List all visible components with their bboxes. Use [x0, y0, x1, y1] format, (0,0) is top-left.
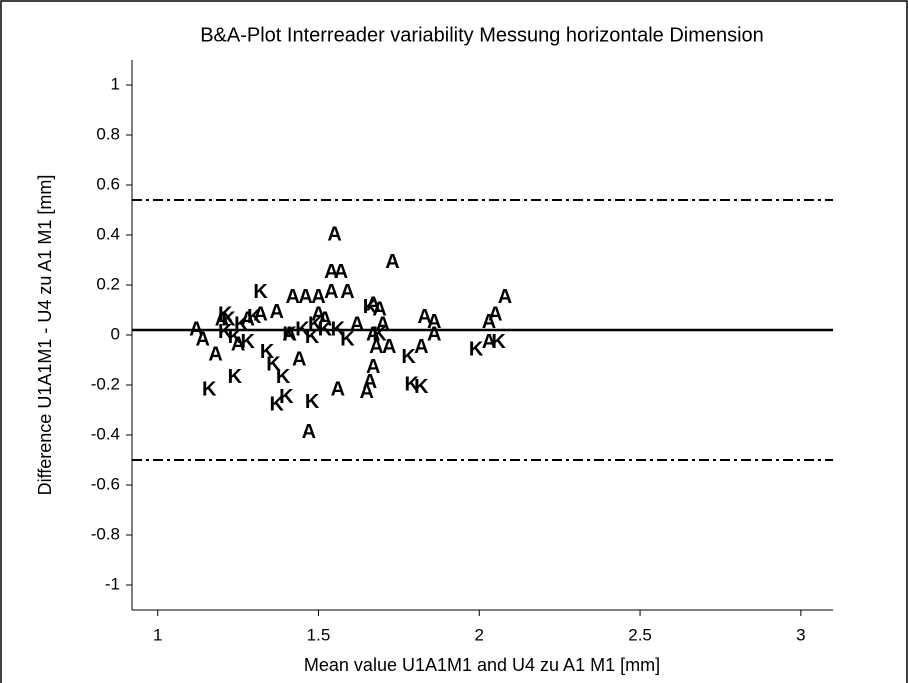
point-marker: K [279, 386, 294, 408]
point-marker: K [260, 341, 275, 363]
y-tick-label: 1 [111, 74, 120, 93]
point-marker: K [234, 313, 249, 335]
point-marker: K [218, 321, 233, 343]
point-marker: A [498, 286, 512, 308]
point-marker: K [247, 306, 262, 328]
point-marker: A [369, 336, 383, 358]
point-marker: K [276, 366, 291, 388]
point-marker: A [376, 313, 390, 335]
point-marker: A [282, 323, 296, 345]
point-marker: A [363, 371, 377, 393]
point-marker: A [427, 323, 441, 345]
point-marker: K [363, 296, 378, 318]
point-marker: A [385, 251, 399, 273]
y-tick-label: -0.8 [91, 524, 120, 543]
point-marker: A [366, 323, 380, 345]
point-marker: A [372, 298, 386, 320]
point-marker: K [295, 318, 310, 340]
x-tick-label: 3 [796, 625, 805, 644]
y-tick-label: -0.6 [91, 474, 120, 493]
point-marker: A [324, 281, 338, 303]
point-marker: K [401, 346, 416, 368]
point-marker: K [202, 378, 217, 400]
point-marker: A [340, 281, 354, 303]
point-marker: A [292, 348, 306, 370]
y-tick-label: 0.6 [96, 174, 120, 193]
y-tick-label: -0.4 [91, 424, 120, 443]
y-tick-label: 0.2 [96, 274, 120, 293]
point-marker: A [334, 261, 348, 283]
point-marker: A [208, 343, 222, 365]
point-marker: K [305, 391, 320, 413]
point-marker: K [221, 308, 236, 330]
point-marker: K [269, 393, 284, 415]
point-marker: A [311, 303, 325, 325]
point-marker: A [482, 311, 496, 333]
point-marker: A [286, 286, 300, 308]
point-marker: A [253, 303, 267, 325]
point-marker: A [318, 308, 332, 330]
point-marker: A [331, 378, 345, 400]
point-marker: A [324, 261, 338, 283]
chart-title: B&A-Plot Interreader variability Messung… [200, 24, 764, 46]
y-tick-label: 0.8 [96, 124, 120, 143]
point-marker: A [366, 293, 380, 315]
y-tick-label: -1 [105, 574, 120, 593]
point-marker: A [414, 336, 428, 358]
point-marker: K [218, 303, 233, 325]
point-marker: K [228, 326, 243, 348]
point-marker: K [228, 366, 243, 388]
point-marker: A [488, 303, 502, 325]
point-marker: A [360, 381, 374, 403]
point-marker: K [469, 338, 484, 360]
x-tick-label: 1 [153, 625, 162, 644]
point-marker: K [318, 318, 333, 340]
point-marker: A [196, 328, 210, 350]
point-marker: K [253, 281, 268, 303]
point-marker: A [241, 308, 255, 330]
point-marker: K [491, 331, 506, 353]
point-marker: A [215, 308, 229, 330]
point-marker: K [305, 326, 320, 348]
point-marker: A [327, 223, 341, 245]
point-marker: A [269, 301, 283, 323]
point-marker: K [282, 323, 297, 345]
point-marker: A [417, 306, 431, 328]
point-marker: A [366, 356, 380, 378]
point-marker: A [350, 313, 364, 335]
point-marker: K [340, 328, 355, 350]
point-marker: A [382, 336, 396, 358]
x-tick-label: 2.5 [628, 625, 652, 644]
y-axis-label: Difference U1A1M1 - U4 zu A1 M1 [mm] [35, 175, 55, 496]
y-tick-label: 0.4 [96, 224, 120, 243]
point-marker: A [298, 286, 312, 308]
point-marker: K [266, 353, 281, 375]
x-tick-label: 2 [475, 625, 484, 644]
point-marker: A [302, 421, 316, 443]
x-axis-label: Mean value U1A1M1 and U4 zu A1 M1 [mm] [304, 655, 660, 675]
x-tick-label: 1.5 [307, 625, 331, 644]
point-marker: A [231, 333, 245, 355]
point-marker: A [189, 318, 203, 340]
y-tick-label: -0.2 [91, 374, 120, 393]
point-marker: A [482, 331, 496, 353]
point-marker: A [311, 286, 325, 308]
point-marker: K [308, 313, 323, 335]
point-marker: K [405, 373, 420, 395]
point-marker: A [427, 311, 441, 333]
point-marker: K [331, 318, 346, 340]
point-marker: K [241, 331, 256, 353]
point-marker: K [372, 323, 387, 345]
point-marker: K [414, 376, 429, 398]
y-tick-label: 0 [111, 324, 120, 343]
